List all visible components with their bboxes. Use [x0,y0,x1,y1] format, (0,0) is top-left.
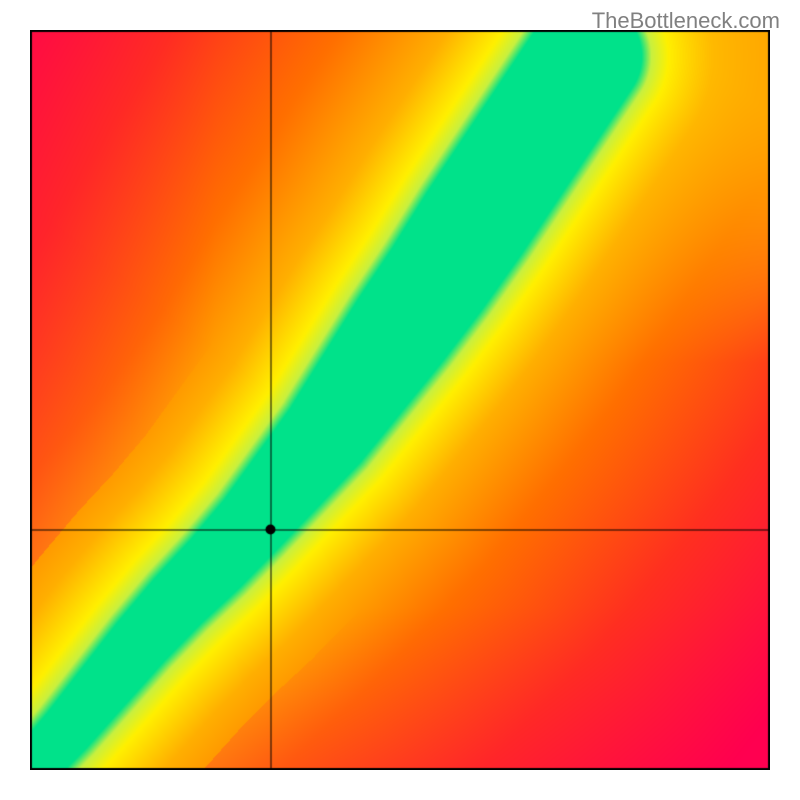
heatmap-plot [30,30,770,770]
chart-container: TheBottleneck.com [0,0,800,800]
heatmap-canvas [30,30,770,770]
watermark-text: TheBottleneck.com [592,8,780,34]
